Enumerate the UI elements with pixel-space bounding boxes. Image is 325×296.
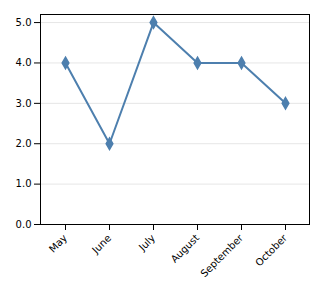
svg-text:4.0: 4.0 bbox=[16, 57, 32, 68]
svg-text:June: June bbox=[89, 232, 113, 256]
svg-text:September: September bbox=[198, 232, 245, 279]
svg-text:3.0: 3.0 bbox=[16, 98, 32, 109]
svg-text:October: October bbox=[253, 232, 290, 269]
svg-text:5.0: 5.0 bbox=[16, 17, 32, 28]
svg-text:0.0: 0.0 bbox=[16, 219, 32, 230]
svg-text:August: August bbox=[169, 232, 202, 265]
svg-text:May: May bbox=[47, 232, 69, 254]
svg-text:July: July bbox=[136, 232, 157, 253]
svg-text:2.0: 2.0 bbox=[16, 138, 32, 149]
svg-text:1.0: 1.0 bbox=[16, 178, 32, 189]
